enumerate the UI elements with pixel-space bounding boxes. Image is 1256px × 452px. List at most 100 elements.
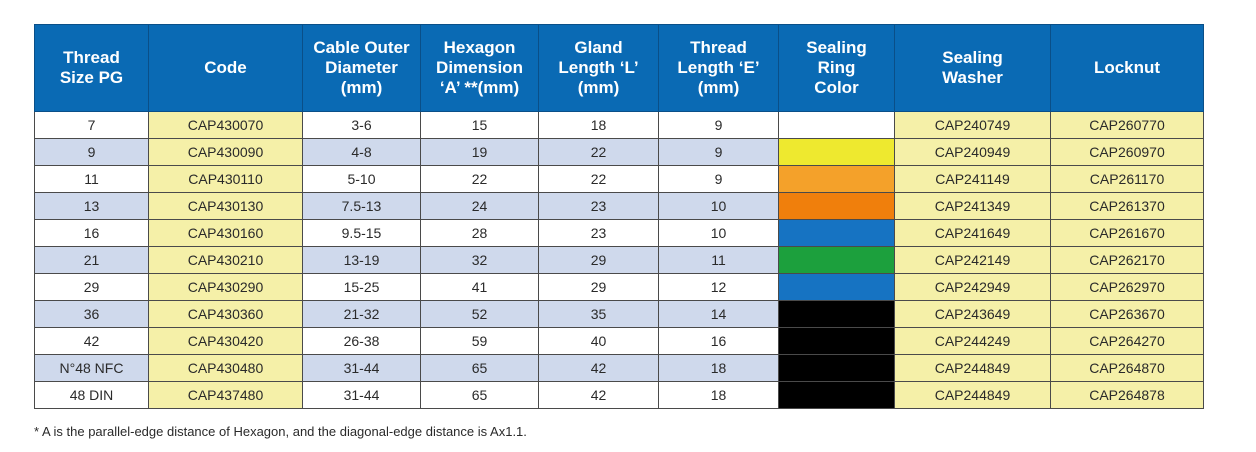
table-row: 36 CAP430360 21-32 52 35 14 CAP243649 CAP263670 (34, 300, 1204, 328)
header-code: Code (148, 24, 303, 112)
cable-diameter-cell: 7.5-13 (302, 192, 421, 220)
thread-size-cell: 9 (34, 138, 149, 166)
sealing-ring-swatch (778, 327, 895, 355)
sealing-ring-swatch (778, 219, 895, 247)
cable-diameter-cell: 4-8 (302, 138, 421, 166)
table-row: 21 CAP430210 13-19 32 29 11 CAP242149 CAP262170 (34, 246, 1204, 274)
cable-diameter-cell: 21-32 (302, 300, 421, 328)
code-cell: CAP437480 (148, 381, 303, 409)
cable-diameter-cell: 3-6 (302, 111, 421, 139)
cable-diameter-cell: 13-19 (302, 246, 421, 274)
locknut-cell: CAP261670 (1050, 219, 1204, 247)
cable-gland-spec-table: Thread Size PG Code Cable Outer Diameter (mm)… (34, 24, 1204, 409)
sealing-ring-swatch (778, 138, 895, 166)
sealing-washer-cell: CAP241649 (894, 219, 1051, 247)
cable-diameter-cell: 15-25 (302, 273, 421, 301)
sealing-washer-cell: CAP244249 (894, 327, 1051, 355)
cable-diameter-cell: 26-38 (302, 327, 421, 355)
gland-length-cell: 35 (538, 300, 659, 328)
hexagon-cell: 41 (420, 273, 539, 301)
header-thread-length: Thread Length ‘E’ (mm) (658, 24, 779, 112)
locknut-cell: CAP263670 (1050, 300, 1204, 328)
thread-size-cell: 13 (34, 192, 149, 220)
thread-size-cell: 21 (34, 246, 149, 274)
cable-diameter-cell: 31-44 (302, 381, 421, 409)
thread-size-cell: 29 (34, 273, 149, 301)
code-cell: CAP430130 (148, 192, 303, 220)
thread-length-cell: 9 (658, 165, 779, 193)
table-row: 11 CAP430110 5-10 22 22 9 CAP241149 CAP261170 (34, 165, 1204, 193)
sealing-washer-cell: CAP243649 (894, 300, 1051, 328)
sealing-ring-swatch (778, 111, 895, 139)
thread-size-cell: 7 (34, 111, 149, 139)
code-cell: CAP430480 (148, 354, 303, 382)
header-sealing-ring-color: Sealing Ring Color (778, 24, 895, 112)
sealing-washer-cell: CAP241349 (894, 192, 1051, 220)
table-body: 7 CAP430070 3-6 15 18 9 CAP240749 CAP260770 9 CAP… (34, 111, 1204, 409)
table-row: 7 CAP430070 3-6 15 18 9 CAP240749 CAP260770 (34, 111, 1204, 139)
hexagon-cell: 52 (420, 300, 539, 328)
gland-length-cell: 29 (538, 273, 659, 301)
locknut-cell: CAP264270 (1050, 327, 1204, 355)
sealing-washer-cell: CAP242149 (894, 246, 1051, 274)
table-row: 29 CAP430290 15-25 41 29 12 CAP242949 CAP262970 (34, 273, 1204, 301)
gland-length-cell: 29 (538, 246, 659, 274)
gland-length-cell: 23 (538, 219, 659, 247)
locknut-cell: CAP264870 (1050, 354, 1204, 382)
code-cell: CAP430360 (148, 300, 303, 328)
thread-size-cell: 11 (34, 165, 149, 193)
thread-size-cell: 42 (34, 327, 149, 355)
hexagon-cell: 22 (420, 165, 539, 193)
footnote: * A is the parallel-edge distance of Hex… (34, 424, 527, 439)
hexagon-cell: 59 (420, 327, 539, 355)
thread-length-cell: 9 (658, 138, 779, 166)
code-cell: CAP430160 (148, 219, 303, 247)
gland-length-cell: 22 (538, 165, 659, 193)
sealing-ring-swatch (778, 165, 895, 193)
sealing-ring-swatch (778, 273, 895, 301)
thread-length-cell: 10 (658, 219, 779, 247)
locknut-cell: CAP260770 (1050, 111, 1204, 139)
sealing-ring-swatch (778, 381, 895, 409)
thread-size-cell: N°48 NFC (34, 354, 149, 382)
thread-length-cell: 11 (658, 246, 779, 274)
table-row: 13 CAP430130 7.5-13 24 23 10 CAP241349 CAP26137… (34, 192, 1204, 220)
sealing-ring-swatch (778, 354, 895, 382)
code-cell: CAP430070 (148, 111, 303, 139)
thread-size-cell: 48 DIN (34, 381, 149, 409)
table-row: N°48 NFC CAP430480 31-44 65 42 18 CAP244849 CAP… (34, 354, 1204, 382)
locknut-cell: CAP264878 (1050, 381, 1204, 409)
hexagon-cell: 32 (420, 246, 539, 274)
code-cell: CAP430090 (148, 138, 303, 166)
thread-length-cell: 18 (658, 381, 779, 409)
gland-length-cell: 22 (538, 138, 659, 166)
header-locknut: Locknut (1050, 24, 1204, 112)
code-cell: CAP430210 (148, 246, 303, 274)
sealing-ring-swatch (778, 246, 895, 274)
table-row: 42 CAP430420 26-38 59 40 16 CAP244249 CAP264270 (34, 327, 1204, 355)
cable-diameter-cell: 31-44 (302, 354, 421, 382)
locknut-cell: CAP261370 (1050, 192, 1204, 220)
sealing-ring-swatch (778, 192, 895, 220)
gland-length-cell: 23 (538, 192, 659, 220)
table-row: 9 CAP430090 4-8 19 22 9 CAP240949 CAP260970 (34, 138, 1204, 166)
gland-length-cell: 42 (538, 354, 659, 382)
table-row: 16 CAP430160 9.5-15 28 23 10 CAP241649 CAP26167… (34, 219, 1204, 247)
thread-length-cell: 12 (658, 273, 779, 301)
sealing-washer-cell: CAP242949 (894, 273, 1051, 301)
gland-length-cell: 40 (538, 327, 659, 355)
thread-length-cell: 9 (658, 111, 779, 139)
table-row: 48 DIN CAP437480 31-44 65 42 18 CAP244849 CAP26… (34, 381, 1204, 409)
hexagon-cell: 28 (420, 219, 539, 247)
cable-diameter-cell: 5-10 (302, 165, 421, 193)
hexagon-cell: 65 (420, 354, 539, 382)
thread-length-cell: 18 (658, 354, 779, 382)
sealing-washer-cell: CAP244849 (894, 354, 1051, 382)
sealing-washer-cell: CAP244849 (894, 381, 1051, 409)
sealing-washer-cell: CAP240949 (894, 138, 1051, 166)
hexagon-cell: 65 (420, 381, 539, 409)
locknut-cell: CAP262970 (1050, 273, 1204, 301)
thread-size-cell: 16 (34, 219, 149, 247)
thread-length-cell: 10 (658, 192, 779, 220)
header-row: Thread Size PG Code Cable Outer Diameter (mm)… (34, 24, 1204, 112)
